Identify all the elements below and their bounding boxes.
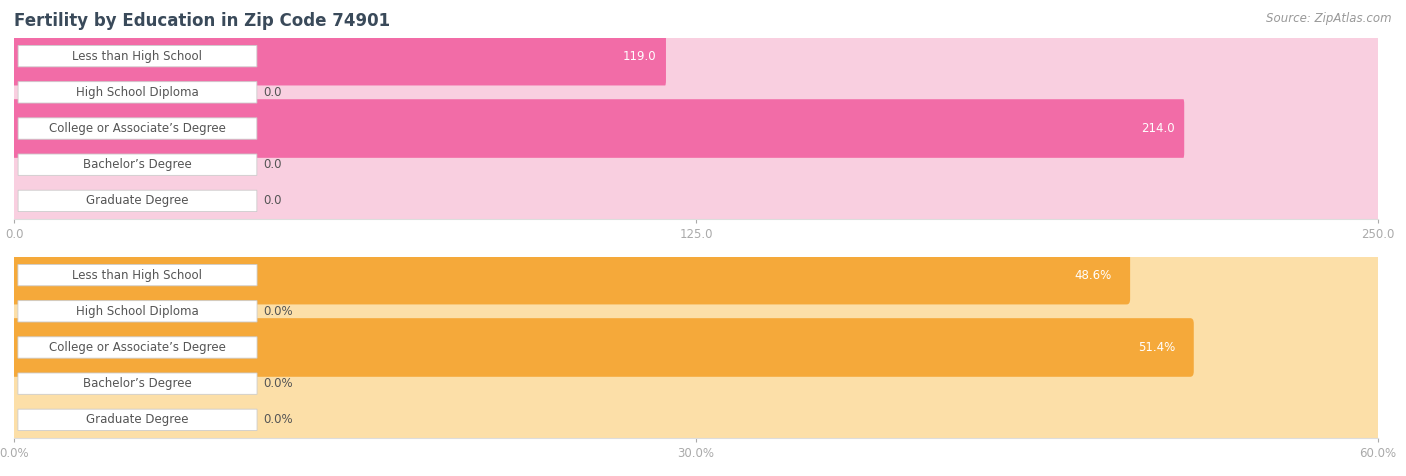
Text: Fertility by Education in Zip Code 74901: Fertility by Education in Zip Code 74901 [14, 12, 391, 30]
FancyBboxPatch shape [18, 82, 257, 103]
FancyBboxPatch shape [3, 354, 1389, 413]
Bar [14, 38, 1378, 74]
Text: College or Associate’s Degree: College or Associate’s Degree [49, 122, 226, 135]
Text: Graduate Degree: Graduate Degree [86, 194, 188, 208]
Text: Bachelor’s Degree: Bachelor’s Degree [83, 377, 191, 390]
FancyBboxPatch shape [18, 154, 257, 175]
FancyBboxPatch shape [18, 46, 257, 67]
FancyBboxPatch shape [11, 171, 1381, 230]
Text: Source: ZipAtlas.com: Source: ZipAtlas.com [1267, 12, 1392, 25]
Text: 0.0%: 0.0% [264, 305, 294, 318]
FancyBboxPatch shape [18, 118, 257, 139]
FancyBboxPatch shape [3, 246, 1389, 305]
Text: Bachelor’s Degree: Bachelor’s Degree [83, 158, 191, 171]
Text: Less than High School: Less than High School [73, 50, 202, 63]
FancyBboxPatch shape [18, 373, 257, 394]
Text: College or Associate’s Degree: College or Associate’s Degree [49, 341, 226, 354]
Text: 119.0: 119.0 [623, 50, 657, 63]
Text: 214.0: 214.0 [1142, 122, 1174, 135]
Text: 0.0%: 0.0% [264, 377, 294, 390]
Bar [14, 147, 1378, 183]
Text: Graduate Degree: Graduate Degree [86, 413, 188, 426]
FancyBboxPatch shape [3, 318, 1194, 377]
Bar [14, 110, 1378, 147]
Text: High School Diploma: High School Diploma [76, 305, 198, 318]
FancyBboxPatch shape [18, 265, 257, 286]
FancyBboxPatch shape [3, 282, 1389, 341]
Bar [14, 183, 1378, 219]
Text: 0.0: 0.0 [264, 86, 283, 99]
FancyBboxPatch shape [18, 190, 257, 211]
FancyBboxPatch shape [11, 99, 1381, 158]
FancyBboxPatch shape [18, 409, 257, 430]
Bar [14, 74, 1378, 110]
FancyBboxPatch shape [18, 337, 257, 358]
FancyBboxPatch shape [11, 27, 666, 86]
FancyBboxPatch shape [11, 27, 1381, 86]
FancyBboxPatch shape [11, 63, 1381, 122]
FancyBboxPatch shape [3, 318, 1389, 377]
Text: 48.6%: 48.6% [1074, 268, 1112, 282]
Bar [14, 329, 1378, 366]
Text: 0.0%: 0.0% [264, 413, 294, 426]
Text: High School Diploma: High School Diploma [76, 86, 198, 99]
Text: 51.4%: 51.4% [1139, 341, 1175, 354]
Text: 0.0: 0.0 [264, 194, 283, 208]
FancyBboxPatch shape [3, 246, 1130, 305]
FancyBboxPatch shape [3, 390, 1389, 449]
Bar [14, 257, 1378, 293]
FancyBboxPatch shape [18, 301, 257, 322]
Bar [14, 293, 1378, 329]
Text: Less than High School: Less than High School [73, 268, 202, 282]
FancyBboxPatch shape [11, 99, 1184, 158]
Bar [14, 366, 1378, 402]
FancyBboxPatch shape [11, 135, 1381, 194]
Bar [14, 402, 1378, 438]
Text: 0.0: 0.0 [264, 158, 283, 171]
